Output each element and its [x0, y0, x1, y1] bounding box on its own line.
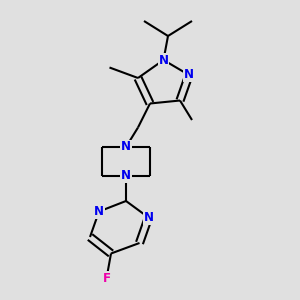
- Text: F: F: [103, 272, 110, 285]
- Text: N: N: [184, 68, 194, 82]
- Text: N: N: [94, 205, 104, 218]
- Text: N: N: [121, 140, 131, 154]
- Text: N: N: [121, 169, 131, 182]
- Text: N: N: [158, 53, 169, 67]
- Text: N: N: [143, 211, 154, 224]
